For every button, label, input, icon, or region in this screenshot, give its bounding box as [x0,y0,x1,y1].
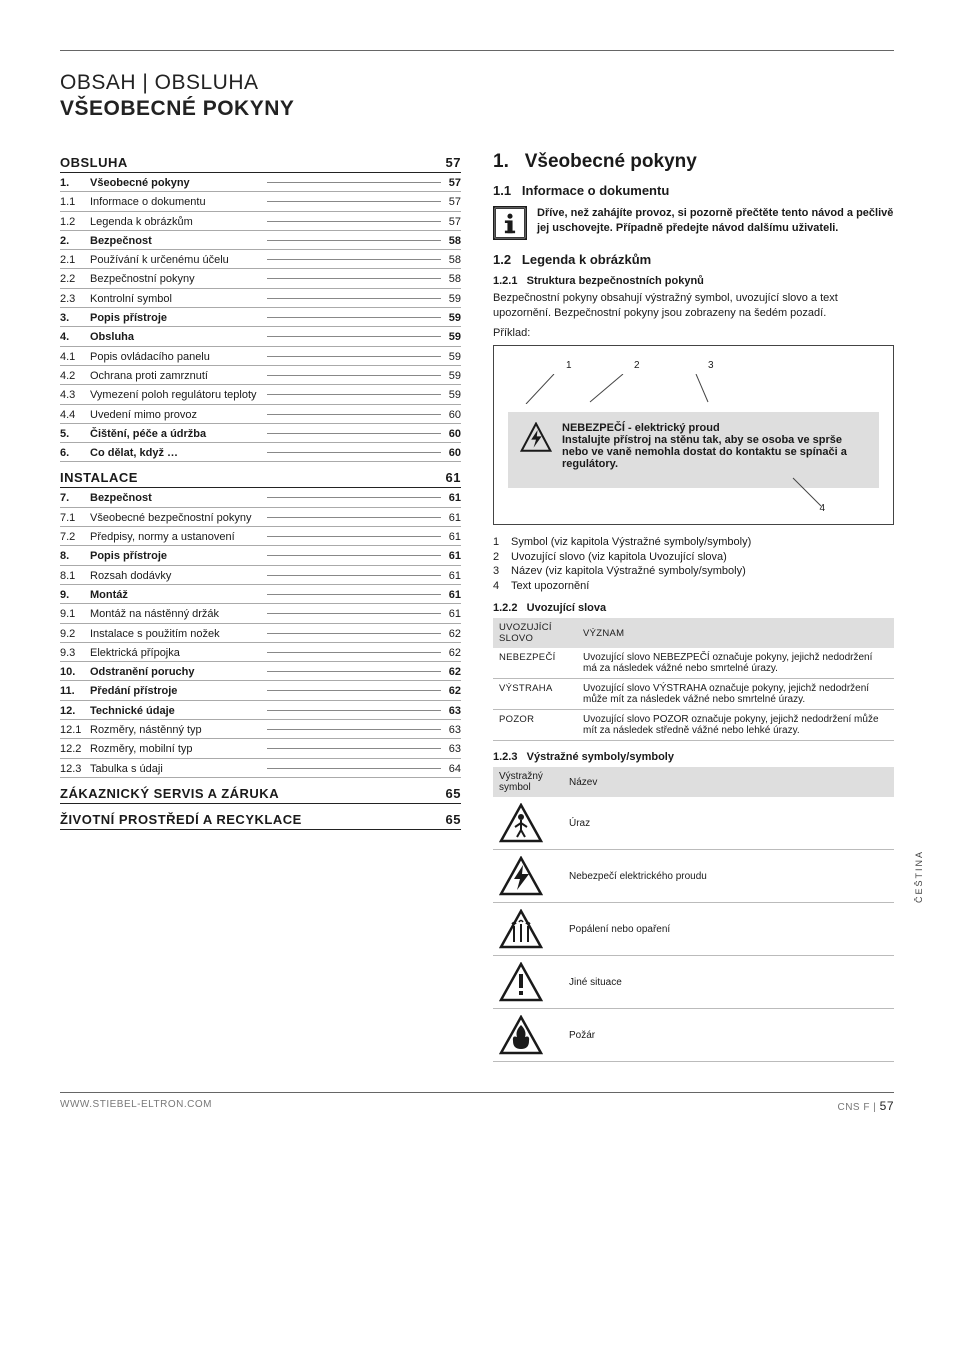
example-frame: 1 2 3 NEBEZPEČÍ - elektrický pr [493,345,894,525]
sym-col1: Výstražný symbol [493,767,563,797]
toc-section-head: OBSLUHA 57 [60,151,461,173]
content-column: 1. Všeobecné pokyny 1.1 Informace o doku… [493,151,894,1062]
toc-row: 9.3Elektrická přípojka62 [60,643,461,662]
table-row: Požár [493,1009,894,1062]
toc-row: 4.4Uvedení mimo provoz60 [60,405,461,424]
section-1-label: Všeobecné pokyny [525,151,697,172]
toc-row: 2.3Kontrolní symbol59 [60,289,461,308]
injury-icon [493,797,563,850]
top-rule [60,50,894,51]
toc-row: 4.1Popis ovládacího panelu59 [60,347,461,366]
example-hazard-body: Instalujte přístroj na stěnu tak, aby se… [562,434,867,470]
table-row: Jiné situace [493,956,894,1009]
toc-row: 7.Bezpečnost61 [60,488,461,507]
table-row: Popálení nebo opaření [493,903,894,956]
toc-row: 4.Obsluha59 [60,327,461,346]
electric-hazard-icon [520,422,552,454]
table-row: POZORUvozující slovo POZOR označuje poky… [493,710,894,741]
toc-row: 4.2Ochrana proti zamrznutí59 [60,366,461,385]
toc-row: 6.Co dělat, když …60 [60,443,461,462]
section-1-2-1-title: 1.2.1 Struktura bezpečnostních pokynů [493,275,894,287]
section-1-2-3-title: 1.2.3 Výstražné symboly/symboly [493,751,894,763]
safety-paragraph: Bezpečnostní pokyny obsahují výstražný s… [493,291,894,321]
annot-2: 2 [634,360,640,371]
toc-section-head: ŽIVOTNÍ PROSTŘEDÍ A RECYKLACE 65 [60,808,461,830]
toc-row: 2.1Používání k určenému účelu58 [60,250,461,269]
example-hazard-title: NEBEZPEČÍ - elektrický proud [562,422,867,434]
toc-row: 9.Montáž61 [60,585,461,604]
toc-section-head: ZÁKAZNICKÝ SERVIS A ZÁRUKA 65 [60,782,461,804]
example-grey-box: NEBEZPEČÍ - elektrický proud Instalujte … [508,412,879,488]
example-label: Příklad: [493,327,894,339]
toc-row: 3.Popis přístroje59 [60,308,461,327]
toc-row: 2.Bezpečnost58 [60,231,461,250]
toc-row: 5.Čištění, péče a údržba60 [60,424,461,443]
toc-row: 2.2Bezpečnostní pokyny58 [60,269,461,288]
section-1-num: 1. [493,151,509,172]
toc-row: 12.1Rozměry, nástěnný typ63 [60,720,461,739]
table-row: Úraz [493,797,894,850]
legend-list: 1Symbol (viz kapitola Výstražné symboly/… [493,535,894,594]
legend-item: 3Název (viz kapitola Výstražné symboly/s… [493,564,894,579]
page-footer: WWW.STIEBEL-ELTRON.COM CNS F | 57 [60,1092,894,1113]
toc-row: 4.3Vymezení poloh regulátoru teploty59 [60,385,461,404]
legend-item: 2Uvozující slovo (viz kapitola Uvozující… [493,550,894,565]
toc-row: 7.2Předpisy, normy a ustanovení61 [60,527,461,546]
annot-numbers: 1 2 3 [508,360,879,388]
toc-row: 10.Odstranění poruchy62 [60,662,461,681]
other-icon [493,956,563,1009]
footer-right-label: CNS F | [837,1102,876,1113]
signal-words-table: UVOZUJÍCÍ SLOVO Význam NEBEZPEČÍUvozujíc… [493,618,894,741]
section-1-1-title: 1.1 Informace o dokumentu [493,183,894,198]
annot-1: 1 [566,360,572,371]
toc-row: 9.1Montáž na nástěnný držák61 [60,604,461,623]
table-row: Nebezpečí elektrického proudu [493,850,894,903]
info-text: Dříve, než zahájíte provoz, si pozorně p… [537,206,894,236]
annot-3: 3 [708,360,714,371]
toc-column: OBSLUHA 571.Všeobecné pokyny571.1Informa… [60,151,461,1062]
info-icon [493,206,527,240]
symbol-table: Výstražný symbol Název Úraz Nebezpečí el… [493,767,894,1062]
annot-4: 4 [819,503,825,514]
toc-section-head: INSTALACE 61 [60,466,461,488]
fire-icon [493,1009,563,1062]
legend-item: 4Text upozornění [493,579,894,594]
toc-row: 8.Popis přístroje61 [60,546,461,565]
table-row: NEBEZPEČÍUvozující slovo NEBEZPEČÍ označ… [493,648,894,679]
toc-row: 9.2Instalace s použitím nožek62 [60,624,461,643]
toc-row: 12.2Rozměry, mobilní typ63 [60,739,461,758]
section-1-2-2-title: 1.2.2 Uvozující slova [493,602,894,614]
burn-icon [493,903,563,956]
sig-col2: Význam [577,618,894,648]
toc-row: 1.1Informace o dokumentu57 [60,192,461,211]
sig-col1: UVOZUJÍCÍ SLOVO [493,618,577,648]
toc-row: 1.Všeobecné pokyny57 [60,173,461,192]
footer-left: WWW.STIEBEL-ELTRON.COM [60,1099,212,1113]
toc-row: 1.2Legenda k obrázkům57 [60,212,461,231]
toc-row: 8.1Rozsah dodávky61 [60,566,461,585]
section-1-title: 1. Všeobecné pokyny [493,151,894,173]
footer-page-number: 57 [880,1099,894,1113]
toc-row: 7.1Všeobecné bezpečnostní pokyny61 [60,508,461,527]
page-header-line1: OBSAH | OBSLUHA [60,71,894,95]
section-1-2-title: 1.2 Legenda k obrázkům [493,252,894,267]
page-header-line2: VŠEOBECNÉ POKYNY [60,97,894,121]
electric-icon [493,850,563,903]
table-row: VÝSTRAHAUvozující slovo VÝSTRAHA označuj… [493,679,894,710]
info-box: Dříve, než zahájíte provoz, si pozorně p… [493,206,894,240]
legend-item: 1Symbol (viz kapitola Výstražné symboly/… [493,535,894,550]
toc-row: 12.3Tabulka s údaji64 [60,759,461,778]
toc-row: 11.Předání přístroje62 [60,681,461,700]
toc-row: 12.Technické údaje63 [60,701,461,720]
sym-col2: Název [563,767,894,797]
language-tab: ČEŠTINA [914,850,924,903]
